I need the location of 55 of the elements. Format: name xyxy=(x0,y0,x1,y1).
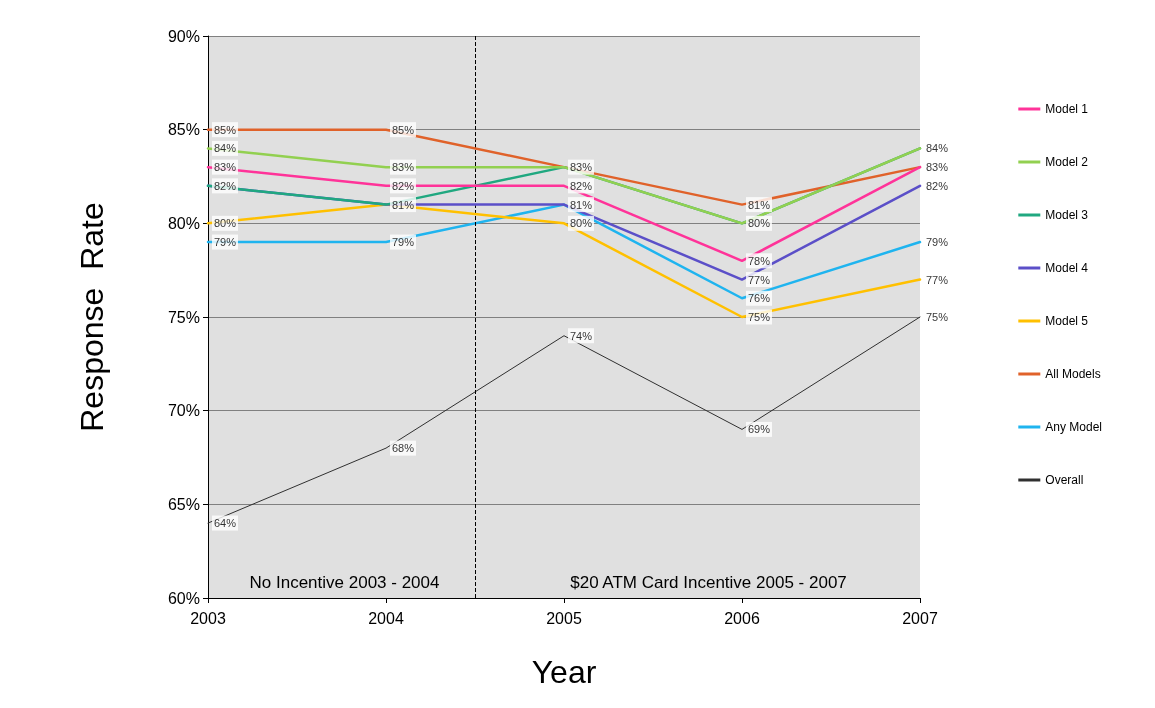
x-tick-label: 2006 xyxy=(724,609,760,627)
data-label: 84% xyxy=(214,142,237,155)
y-tick-label: 65% xyxy=(167,495,200,513)
data-label: 69% xyxy=(748,423,771,436)
legend-label: Model 1 xyxy=(1045,102,1089,116)
data-label: 77% xyxy=(748,273,771,286)
data-label: 77% xyxy=(926,273,949,286)
data-label: 79% xyxy=(926,236,949,249)
data-label: 78% xyxy=(748,254,771,267)
data-label: 82% xyxy=(214,179,237,192)
data-label: 75% xyxy=(926,311,949,323)
data-label: 80% xyxy=(214,217,237,230)
y-tick-label: 85% xyxy=(167,121,200,139)
y-tick-label: 60% xyxy=(167,589,200,607)
y-tick-label: 70% xyxy=(167,402,200,420)
legend-label: Overall xyxy=(1045,473,1084,487)
data-label: 80% xyxy=(570,217,593,230)
data-label: 83% xyxy=(926,161,949,174)
y-tick-label: 90% xyxy=(167,27,200,45)
data-label: 79% xyxy=(214,236,237,249)
data-label: 75% xyxy=(748,311,771,323)
annotation: No Incentive 2003 - 2004 xyxy=(249,572,440,592)
data-label: 85% xyxy=(392,123,415,136)
data-label: 82% xyxy=(570,179,593,192)
data-label: 80% xyxy=(748,217,771,230)
legend-label: All Models xyxy=(1045,367,1101,381)
data-label: 83% xyxy=(570,161,593,174)
x-tick-label: 2004 xyxy=(368,609,404,627)
data-label: 68% xyxy=(392,442,415,455)
data-label: 64% xyxy=(214,517,237,530)
data-label: 81% xyxy=(392,198,415,211)
data-label: 82% xyxy=(926,179,949,192)
y-axis-title: Response Rate xyxy=(74,202,110,432)
legend-label: Model 3 xyxy=(1045,208,1089,222)
annotation: $20 ATM Card Incentive 2005 - 2007 xyxy=(570,572,847,592)
data-label: 74% xyxy=(570,329,593,342)
data-label: 79% xyxy=(392,236,415,249)
data-label: 84% xyxy=(926,142,949,155)
data-label: 82% xyxy=(392,179,415,192)
x-axis-title: Year xyxy=(531,654,597,690)
legend-label: Model 2 xyxy=(1045,155,1089,169)
legend-label: Model 5 xyxy=(1045,314,1089,328)
x-tick-label: 2007 xyxy=(902,609,938,627)
legend-label: Model 4 xyxy=(1045,261,1089,275)
data-label: 81% xyxy=(570,198,593,211)
data-label: 85% xyxy=(214,123,237,136)
x-tick-label: 2003 xyxy=(190,609,226,627)
y-tick-label: 80% xyxy=(167,214,200,232)
legend-label: Any Model xyxy=(1045,420,1103,434)
x-tick-label: 2005 xyxy=(546,609,582,627)
data-label: 83% xyxy=(214,161,237,174)
y-tick-label: 75% xyxy=(167,308,200,326)
data-label: 81% xyxy=(748,198,771,211)
data-label: 83% xyxy=(392,161,415,174)
data-label: 76% xyxy=(748,292,771,305)
